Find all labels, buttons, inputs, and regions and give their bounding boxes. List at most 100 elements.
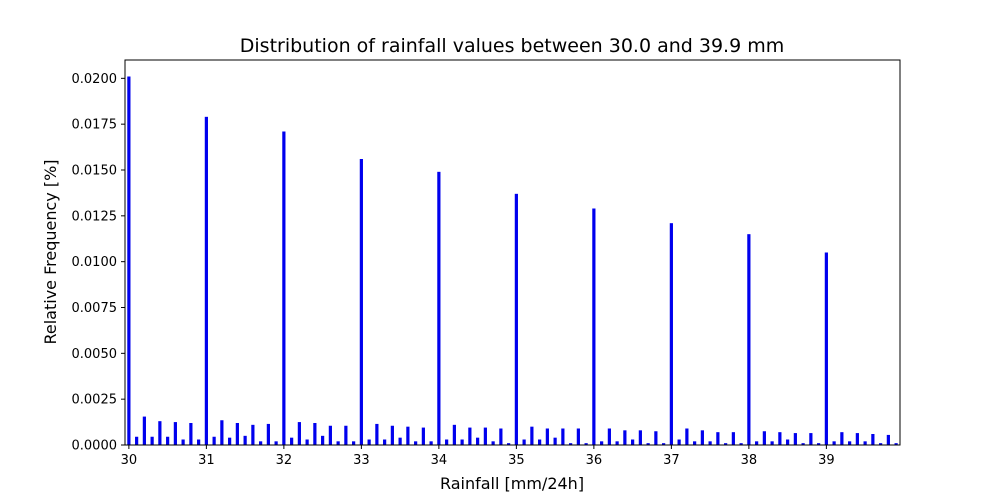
bar [716, 432, 720, 445]
x-tick-label: 31 [198, 453, 215, 468]
bar [305, 439, 309, 445]
bar [545, 428, 549, 445]
y-tick-label: 0.0200 [72, 72, 118, 87]
bar [491, 441, 495, 445]
bar [290, 437, 294, 445]
bar [724, 443, 728, 445]
x-axis-ticks: 30 31 32 33 34 35 36 37 38 39 [121, 445, 835, 468]
chart-title: Distribution of rainfall values between … [240, 35, 784, 57]
bar [762, 431, 766, 445]
bar [576, 428, 580, 445]
bar [266, 423, 270, 445]
x-tick-label: 32 [276, 453, 293, 468]
bar [507, 443, 511, 445]
bar [561, 428, 565, 445]
bar [848, 441, 852, 445]
bar [383, 439, 387, 445]
bar [584, 443, 588, 445]
bar [313, 423, 317, 445]
bar [150, 436, 154, 445]
bar [731, 432, 735, 445]
bar [142, 416, 146, 445]
bar [801, 443, 805, 445]
bar [569, 443, 573, 445]
bar [607, 428, 611, 445]
bar [220, 420, 224, 445]
bar [197, 439, 201, 445]
x-tick-label: 33 [353, 453, 370, 468]
bar [445, 439, 449, 445]
x-tick-label: 37 [663, 453, 680, 468]
bar [476, 437, 480, 445]
bar [623, 430, 627, 445]
bar [228, 437, 232, 445]
bar [328, 425, 332, 445]
bar [894, 443, 898, 445]
bar [685, 428, 689, 445]
plot-frame [124, 59, 901, 446]
bar [809, 433, 813, 445]
y-tick-label: 0.0075 [72, 301, 118, 316]
bar [708, 441, 712, 445]
bar [654, 431, 658, 445]
bar [437, 171, 441, 445]
y-tick-label: 0.0050 [72, 347, 118, 362]
bar [840, 432, 844, 445]
bar [212, 436, 216, 445]
y-tick-label: 0.0150 [72, 164, 118, 179]
bar [499, 428, 503, 445]
bar [832, 441, 836, 445]
bar [375, 423, 379, 445]
bar [352, 441, 356, 445]
bar [429, 441, 433, 445]
bar [669, 223, 673, 445]
bar [553, 437, 557, 445]
bar [235, 423, 239, 445]
bar [522, 439, 526, 445]
bar [615, 441, 619, 445]
y-axis-ticks: 0.0000 0.0025 0.0050 0.0075 0.0100 0.0125 0.01… [72, 72, 125, 454]
bar [871, 434, 875, 445]
bar [700, 430, 704, 445]
bar [390, 425, 394, 445]
bar [359, 159, 363, 445]
bar [259, 441, 263, 445]
bar [483, 427, 487, 445]
bar [204, 116, 208, 445]
bar [460, 439, 464, 445]
bar [638, 430, 642, 445]
bar [181, 439, 185, 445]
x-tick-label: 36 [586, 453, 603, 468]
bar [538, 439, 542, 445]
bar [855, 433, 859, 445]
bar [398, 437, 402, 445]
bar [592, 208, 596, 445]
bar [274, 441, 278, 445]
x-tick-label: 34 [431, 453, 448, 468]
x-axis-title: Rainfall [mm/24h] [440, 474, 584, 493]
bar [406, 426, 410, 445]
bar [863, 441, 867, 445]
x-tick-label: 39 [818, 453, 835, 468]
bar [530, 426, 534, 445]
x-tick-label: 30 [121, 453, 138, 468]
y-tick-label: 0.0000 [72, 439, 118, 454]
bar [367, 439, 371, 445]
bar [600, 441, 604, 445]
bar [166, 436, 170, 445]
bar [879, 443, 883, 445]
bar [770, 441, 774, 445]
bar [421, 427, 425, 445]
y-tick-label: 0.0100 [72, 255, 118, 270]
bar [297, 422, 301, 445]
bar [189, 423, 193, 445]
y-tick-label: 0.0175 [72, 118, 118, 133]
bar [282, 131, 286, 445]
y-tick-label: 0.0125 [72, 209, 118, 224]
x-tick-label: 35 [508, 453, 525, 468]
bar [646, 443, 650, 445]
bar [173, 422, 177, 445]
bar [793, 433, 797, 445]
